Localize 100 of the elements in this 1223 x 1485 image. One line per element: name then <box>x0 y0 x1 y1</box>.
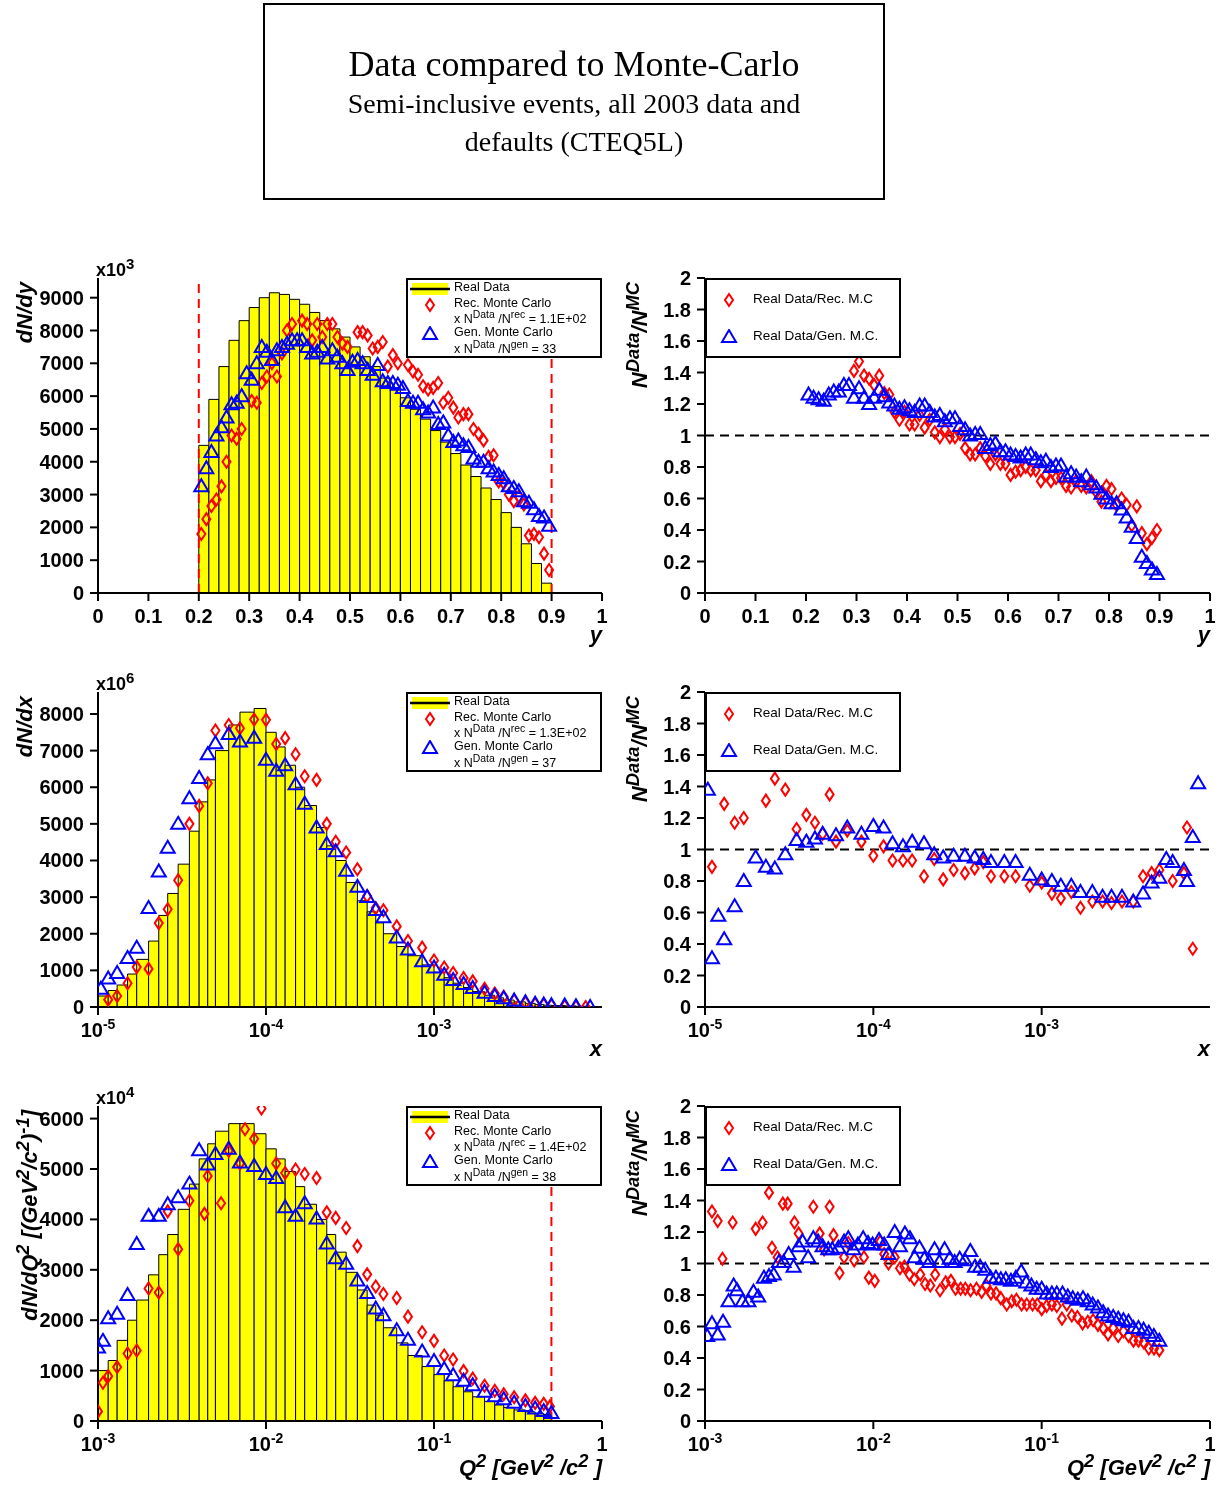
y-tick-label: 9000 <box>39 286 84 309</box>
x-tick-label: 10$^{-1}$ <box>1024 1430 1060 1455</box>
y-tick-label: 0 <box>679 582 691 604</box>
y-tick-label: 0 <box>72 1410 84 1432</box>
y-tick-label: 1.4 <box>663 361 692 384</box>
legend-label: Rec. Monte Carlo x N$^{Data}$ /N$^{rec}$ = 1.3E+02 <box>454 710 587 741</box>
annotation: x10$^{3}$ <box>96 255 135 281</box>
y-tick-label: 1 <box>679 838 691 861</box>
x-tick-label: 0.3 <box>235 605 264 627</box>
y-tick-label: 1.2 <box>663 393 691 415</box>
y-tick-label: 0 <box>679 1410 691 1432</box>
y-tick-label: 4000 <box>39 450 84 473</box>
x-tick-label: 0.1 <box>134 605 163 627</box>
x-tick-label: 10$^{-5}$ <box>80 1016 116 1041</box>
y-axis-title: dN/dx <box>12 696 38 758</box>
y-axis-title: dN/dy <box>12 282 38 344</box>
legend-label: Real Data/Gen. M.C. <box>753 741 879 757</box>
y-tick-label: 1.2 <box>663 1221 691 1243</box>
y-tick-label: 1.8 <box>663 298 691 321</box>
y-tick-label: 3000 <box>39 886 84 909</box>
y-tick-label: 1.6 <box>663 330 691 352</box>
y-tick-label: 6000 <box>39 385 84 408</box>
legend-label: Real Data/Rec. M.C <box>753 704 874 720</box>
x-axis-title: x <box>1197 1036 1210 1062</box>
x-tick-label: 10$^{-3}$ <box>1024 1016 1060 1041</box>
x-tick-label: 10$^{-5}$ <box>687 1016 723 1041</box>
text: Data compared to Monte-Carlo <box>348 42 800 85</box>
x-tick-label: 0.9 <box>537 605 566 627</box>
legend-label: Real Data <box>454 1108 510 1123</box>
y-tick-label: 2000 <box>39 1309 84 1332</box>
x-tick-label: 0.9 <box>1145 605 1174 627</box>
x-tick-label: 10$^{-1}$ <box>416 1430 452 1455</box>
legend-label: Gen. Monte Carlo x N$^{Data}$ /N$^{gen}$ = 33 <box>454 325 557 356</box>
y-tick-label: 1.2 <box>663 807 691 829</box>
x-tick-label: 0.5 <box>336 605 364 627</box>
x-tick-label: 0.8 <box>487 605 516 627</box>
x-tick-label: 10$^{-3}$ <box>80 1430 116 1455</box>
x-tick-label: 0.4 <box>285 605 315 627</box>
y-tick-label: 4000 <box>39 849 84 872</box>
y-tick-label: 0 <box>72 996 84 1018</box>
annotation: x10$^{4}$ <box>96 1083 135 1109</box>
x-tick-label: 0.7 <box>1044 605 1073 627</box>
x-tick-label: 0 <box>699 605 711 627</box>
y-tick-label: 6000 <box>39 776 84 799</box>
y-tick-label: 2 <box>679 1095 691 1117</box>
y-tick-label: 3000 <box>39 483 84 506</box>
legend-label: Gen. Monte Carlo x N$^{Data}$ /N$^{gen}$ = 37 <box>454 739 557 770</box>
y-tick-label: 1.8 <box>663 1126 691 1149</box>
x-tick-label: 10$^{-2}$ <box>855 1430 891 1455</box>
x-tick-label: 0.6 <box>994 605 1022 627</box>
y-tick-label: 0 <box>679 996 691 1018</box>
y-tick-label: 0.8 <box>663 870 691 892</box>
legend-label: Real Data/Gen. M.C. <box>753 1155 879 1171</box>
y-tick-label: 0.2 <box>663 1378 691 1401</box>
text: Semi-inclusive events, all 2003 data and defaults (CTEQ5L) <box>346 86 802 159</box>
x-tick-label: 0 <box>92 605 104 627</box>
x-tick-label: 10$^{-3}$ <box>687 1430 723 1455</box>
x-tick-label: 10$^{-4}$ <box>248 1016 284 1041</box>
y-tick-label: 1.6 <box>663 1158 691 1180</box>
y-tick-label: 1.4 <box>663 775 692 798</box>
y-tick-label: 0.8 <box>663 456 691 478</box>
y-tick-label: 1000 <box>39 549 84 572</box>
y-tick-label: 1 <box>679 1252 691 1275</box>
x-tick-label: 0.7 <box>436 605 465 627</box>
legend-label: Rec. Monte Carlo x N$^{Data}$ /N$^{rec}$ = 1.4E+02 <box>454 1124 587 1155</box>
y-tick-label: 1 <box>679 424 691 447</box>
y-tick-label: 0 <box>72 582 84 604</box>
x-tick-label: 0.4 <box>893 605 922 627</box>
y-tick-label: 0.6 <box>663 901 691 924</box>
y-tick-label: 5000 <box>39 812 84 835</box>
x-tick-label: 0.3 <box>842 605 871 627</box>
annotation: x10$^{6}$ <box>96 669 135 695</box>
legend-label: Real Data/Gen. M.C. <box>753 327 879 343</box>
legend-label: Real Data <box>454 694 510 709</box>
x-tick-label: 0.5 <box>943 605 972 627</box>
y-tick-label: 1000 <box>39 1359 84 1382</box>
y-tick-label: 0.2 <box>663 964 691 987</box>
y-tick-label: 0.4 <box>663 519 692 541</box>
y-tick-label: 6000 <box>39 1107 84 1130</box>
y-tick-label: 0.2 <box>663 550 691 573</box>
x-tick-label: 0.2 <box>184 605 213 627</box>
x-tick-label: 10$^{-4}$ <box>855 1016 891 1041</box>
legend-label: Real Data/Rec. M.C <box>753 1118 874 1134</box>
y-tick-label: 0.4 <box>663 933 692 955</box>
y-tick-label: 0.6 <box>663 1315 691 1338</box>
y-tick-label: 1.8 <box>663 712 691 735</box>
x-tick-label: 0.6 <box>386 605 415 627</box>
y-tick-label: 5000 <box>39 417 84 440</box>
y-tick-label: 8000 <box>39 702 84 725</box>
y-tick-label: 7000 <box>39 739 84 762</box>
x-tick-label: 0.2 <box>792 605 820 627</box>
legend-label: Gen. Monte Carlo x N$^{Data}$ /N$^{gen}$ = 38 <box>454 1153 557 1184</box>
y-tick-label: 2 <box>679 681 691 703</box>
y-tick-label: 1.6 <box>663 744 691 766</box>
x-tick-label: 10$^{-3}$ <box>416 1016 452 1041</box>
y-tick-label: 7000 <box>39 352 84 375</box>
y-tick-label: 1000 <box>39 959 84 982</box>
y-tick-label: 0.6 <box>663 487 691 510</box>
y-tick-label: 1.4 <box>663 1189 692 1212</box>
legend-label: Real Data/Rec. M.C <box>753 290 874 306</box>
